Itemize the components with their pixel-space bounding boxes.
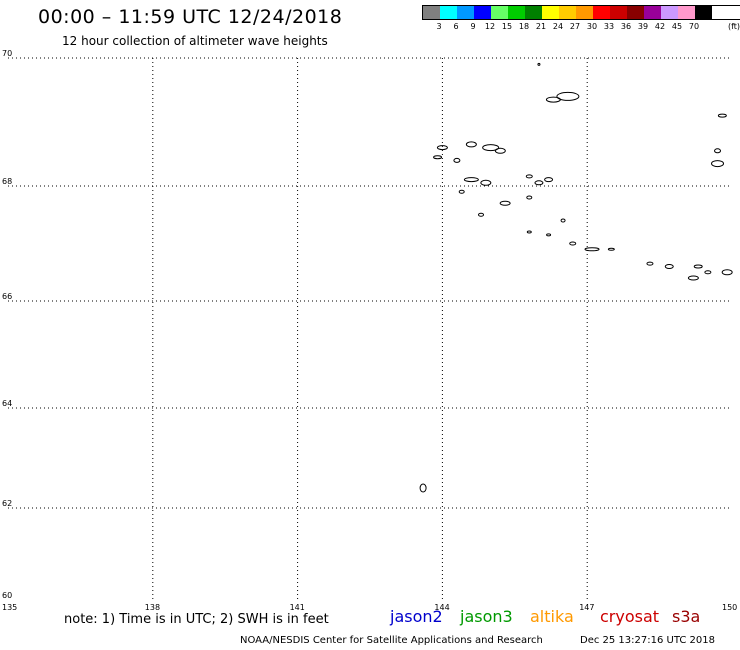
page-subtitle: 12 hour collection of altimeter wave hei…: [62, 34, 328, 48]
contour-outline: [480, 179, 492, 186]
page-title: 00:00 – 11:59 UTC 12/24/2018: [38, 6, 343, 28]
contour-outline: [463, 177, 479, 183]
legend-swatch: [423, 6, 440, 19]
contour-outline: [534, 180, 544, 186]
lat-tick-label: 62: [2, 499, 12, 508]
legend-label: 39: [637, 22, 649, 31]
lon-tick-label: 141: [290, 603, 305, 612]
legend-swatch: [491, 6, 508, 19]
contour-outline: [546, 233, 552, 237]
legend-label: 33: [603, 22, 615, 31]
legend-labels: (ft) 3 6 9 12 15 18 21 24 27 30 33 36 39 42 45 70: [422, 22, 740, 34]
legend-swatch: [610, 6, 627, 19]
legend-swatch: [508, 6, 525, 19]
lat-tick-label: 70: [2, 49, 12, 58]
legend-swatch: [525, 6, 542, 19]
legend-label: 30: [586, 22, 598, 31]
contour-outline: [537, 62, 541, 66]
contour-outline: [664, 264, 674, 269]
legend-swatch: [661, 6, 678, 19]
legend-label: 3: [436, 22, 442, 31]
lat-tick-label: 68: [2, 177, 12, 186]
contour-outline: [704, 270, 712, 275]
legend-label: 21: [535, 22, 547, 31]
legend-swatch: [559, 6, 576, 19]
contour-outline: [436, 145, 448, 151]
legend-label: 70: [688, 22, 700, 31]
contour-outline: [545, 96, 561, 103]
contour-outline: [717, 113, 727, 118]
legend-label: 42: [654, 22, 666, 31]
contour-outline: [433, 155, 443, 160]
satellite-label: altika: [530, 607, 574, 626]
contour-outline: [526, 230, 532, 234]
satellite-label: s3a: [672, 607, 701, 626]
contour-outline: [544, 177, 554, 183]
contour-outline: [525, 174, 533, 179]
lon-tick-label: 135: [2, 603, 17, 612]
legend-swatch: [474, 6, 491, 19]
lat-tick-label: 64: [2, 399, 12, 408]
satellite-label: jason2: [390, 607, 443, 626]
lon-tick-label: 147: [579, 603, 594, 612]
contour-outline: [482, 144, 500, 152]
legend-swatch: [457, 6, 474, 19]
legend-label: 36: [620, 22, 632, 31]
credit-text: NOAA/NESDIS Center for Satellite Applica…: [240, 635, 543, 646]
contour-outline: [687, 275, 699, 281]
contour-outline: [478, 212, 485, 217]
legend-swatch: [440, 6, 457, 19]
contour-outline: [494, 147, 506, 154]
lon-tick-label: 144: [434, 603, 449, 612]
legend-label: 9: [470, 22, 476, 31]
legend-label: 45: [671, 22, 683, 31]
contour-outline: [499, 200, 511, 206]
lat-tick-label: 66: [2, 292, 12, 301]
lon-tick-label: 138: [145, 603, 160, 612]
satellite-label: jason3: [460, 607, 513, 626]
contour-outline: [693, 264, 703, 269]
legend-label: 12: [484, 22, 496, 31]
legend-label: 6: [453, 22, 459, 31]
lon-tick-label: 150: [722, 603, 737, 612]
wave-height-legend: (ft) 3 6 9 12 15 18 21 24 27 30 33 36 39 42 45 70: [422, 5, 740, 34]
legend-swatches: [422, 5, 740, 20]
contour-outline: [419, 483, 427, 493]
contour-outline: [646, 261, 654, 266]
legend-swatch: [627, 6, 644, 19]
contour-outline: [721, 269, 733, 276]
legend-swatch: [695, 6, 712, 19]
contour-outline: [569, 241, 577, 246]
contour-outline: [711, 160, 725, 168]
contour-outline: [556, 91, 580, 101]
contour-outline: [714, 148, 722, 154]
contour-outline: [526, 195, 533, 200]
legend-label: 18: [518, 22, 530, 31]
contour-outline: [458, 189, 465, 194]
contour-outline: [607, 247, 615, 251]
footer-note: note: 1) Time is in UTC; 2) SWH is in fe…: [64, 612, 329, 627]
legend-label: 15: [501, 22, 513, 31]
legend-unit: (ft): [728, 22, 740, 31]
lat-tick-label: 60: [2, 591, 12, 600]
legend-swatch: [593, 6, 610, 19]
timestamp-text: Dec 25 13:27:16 UTC 2018: [580, 635, 715, 646]
contour-outline: [584, 247, 600, 252]
legend-swatch: [678, 6, 695, 19]
legend-swatch: [576, 6, 593, 19]
contour-outline: [453, 157, 461, 163]
contour-outline: [560, 218, 566, 223]
legend-label: 27: [569, 22, 581, 31]
legend-swatch: [644, 6, 661, 19]
contour-outline: [465, 141, 477, 148]
legend-label: 24: [552, 22, 564, 31]
legend-swatch: [542, 6, 559, 19]
satellite-label: cryosat: [600, 607, 660, 626]
